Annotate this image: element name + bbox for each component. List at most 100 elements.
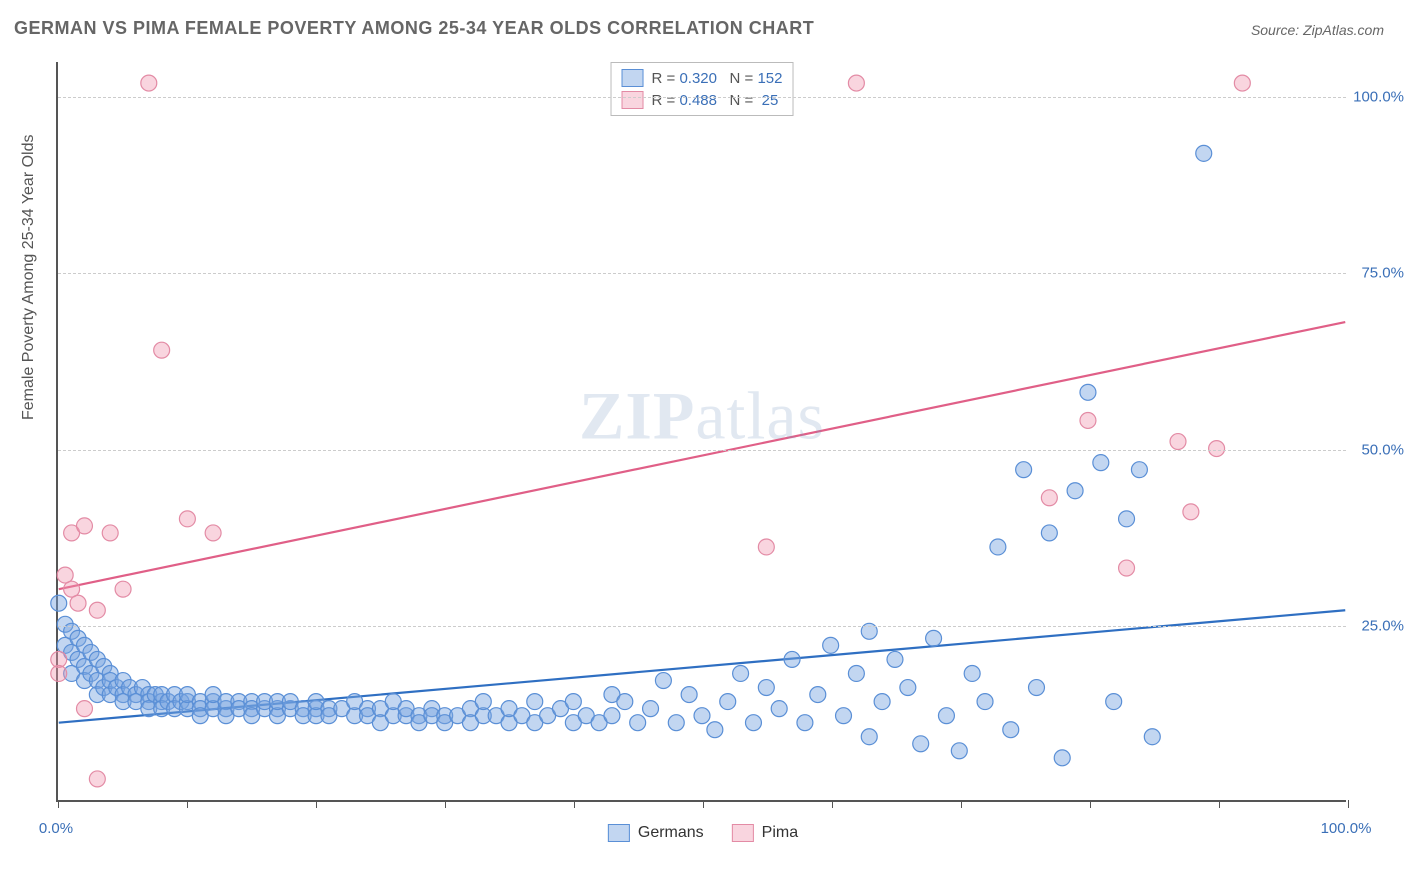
x-tick: [1348, 800, 1349, 808]
x-tick: [445, 800, 446, 808]
gridline: [58, 97, 1346, 98]
data-point: [1003, 722, 1019, 738]
data-point: [784, 651, 800, 667]
legend-swatch: [608, 824, 630, 842]
correlation-legend: R = 0.320 N = 152 R = 0.488 N = 25: [611, 62, 794, 116]
data-point: [89, 771, 105, 787]
data-point: [1106, 694, 1122, 710]
legend-swatch: [622, 91, 644, 109]
data-point: [733, 666, 749, 682]
data-point: [758, 680, 774, 696]
data-point: [668, 715, 684, 731]
data-point: [1080, 412, 1096, 428]
data-point: [70, 595, 86, 611]
data-point: [938, 708, 954, 724]
data-point: [51, 666, 67, 682]
series-legend: Germans Pima: [608, 824, 798, 842]
data-point: [102, 525, 118, 541]
data-point: [810, 687, 826, 703]
data-point: [1131, 462, 1147, 478]
x-tick: [316, 800, 317, 808]
x-tick: [961, 800, 962, 808]
source-attribution: Source: ZipAtlas.com: [1251, 22, 1384, 38]
legend-row: R = 0.488 N = 25: [622, 89, 783, 111]
y-tick-label: 25.0%: [1361, 617, 1404, 634]
data-point: [1183, 504, 1199, 520]
y-tick-label: 50.0%: [1361, 441, 1404, 458]
data-point: [758, 539, 774, 555]
data-point: [1119, 560, 1135, 576]
x-tick-label: 100.0%: [1321, 820, 1372, 837]
data-point: [604, 708, 620, 724]
data-point: [836, 708, 852, 724]
legend-stats-text: R = 0.320 N = 152: [652, 70, 783, 87]
data-point: [1080, 384, 1096, 400]
x-tick: [1090, 800, 1091, 808]
data-point: [527, 694, 543, 710]
legend-stats-text: R = 0.488 N = 25: [652, 92, 779, 109]
data-point: [874, 694, 890, 710]
data-point: [823, 637, 839, 653]
series-legend-item: Germans: [608, 824, 704, 842]
series-legend-label: Germans: [638, 824, 704, 842]
x-tick: [703, 800, 704, 808]
plot-area: ZIPatlas R = 0.320 N = 152R = 0.488 N = …: [56, 62, 1346, 802]
data-point: [655, 673, 671, 689]
data-point: [1041, 490, 1057, 506]
data-point: [141, 75, 157, 91]
y-tick-label: 100.0%: [1353, 89, 1404, 106]
data-point: [154, 342, 170, 358]
data-point: [1041, 525, 1057, 541]
x-tick: [832, 800, 833, 808]
data-point: [1093, 455, 1109, 471]
data-point: [115, 581, 131, 597]
data-point: [1234, 75, 1250, 91]
data-point: [1016, 462, 1032, 478]
scatter-svg: [58, 62, 1346, 800]
y-axis-label: Female Poverty Among 25-34 Year Olds: [20, 135, 38, 421]
data-point: [76, 701, 92, 717]
data-point: [205, 525, 221, 541]
data-point: [848, 666, 864, 682]
data-point: [1119, 511, 1135, 527]
data-point: [617, 694, 633, 710]
gridline: [58, 450, 1346, 451]
data-point: [900, 680, 916, 696]
data-point: [913, 736, 929, 752]
data-point: [694, 708, 710, 724]
data-point: [565, 694, 581, 710]
data-point: [1029, 680, 1045, 696]
gridline: [58, 273, 1346, 274]
data-point: [848, 75, 864, 91]
data-point: [1196, 145, 1212, 161]
data-point: [643, 701, 659, 717]
data-point: [89, 602, 105, 618]
x-tick: [1219, 800, 1220, 808]
data-point: [990, 539, 1006, 555]
x-tick-label: 0.0%: [39, 820, 73, 837]
data-point: [745, 715, 761, 731]
series-legend-label: Pima: [762, 824, 798, 842]
data-point: [1209, 441, 1225, 457]
x-tick: [574, 800, 575, 808]
data-point: [951, 743, 967, 759]
data-point: [797, 715, 813, 731]
legend-swatch: [622, 69, 644, 87]
data-point: [861, 729, 877, 745]
data-point: [887, 651, 903, 667]
legend-swatch: [732, 824, 754, 842]
trend-line: [59, 322, 1346, 589]
data-point: [926, 630, 942, 646]
data-point: [630, 715, 646, 731]
data-point: [1144, 729, 1160, 745]
x-tick: [58, 800, 59, 808]
data-point: [475, 694, 491, 710]
data-point: [707, 722, 723, 738]
gridline: [58, 626, 1346, 627]
data-point: [964, 666, 980, 682]
data-point: [1054, 750, 1070, 766]
x-tick: [187, 800, 188, 808]
data-point: [720, 694, 736, 710]
data-point: [76, 518, 92, 534]
chart-title: GERMAN VS PIMA FEMALE POVERTY AMONG 25-3…: [14, 18, 814, 39]
